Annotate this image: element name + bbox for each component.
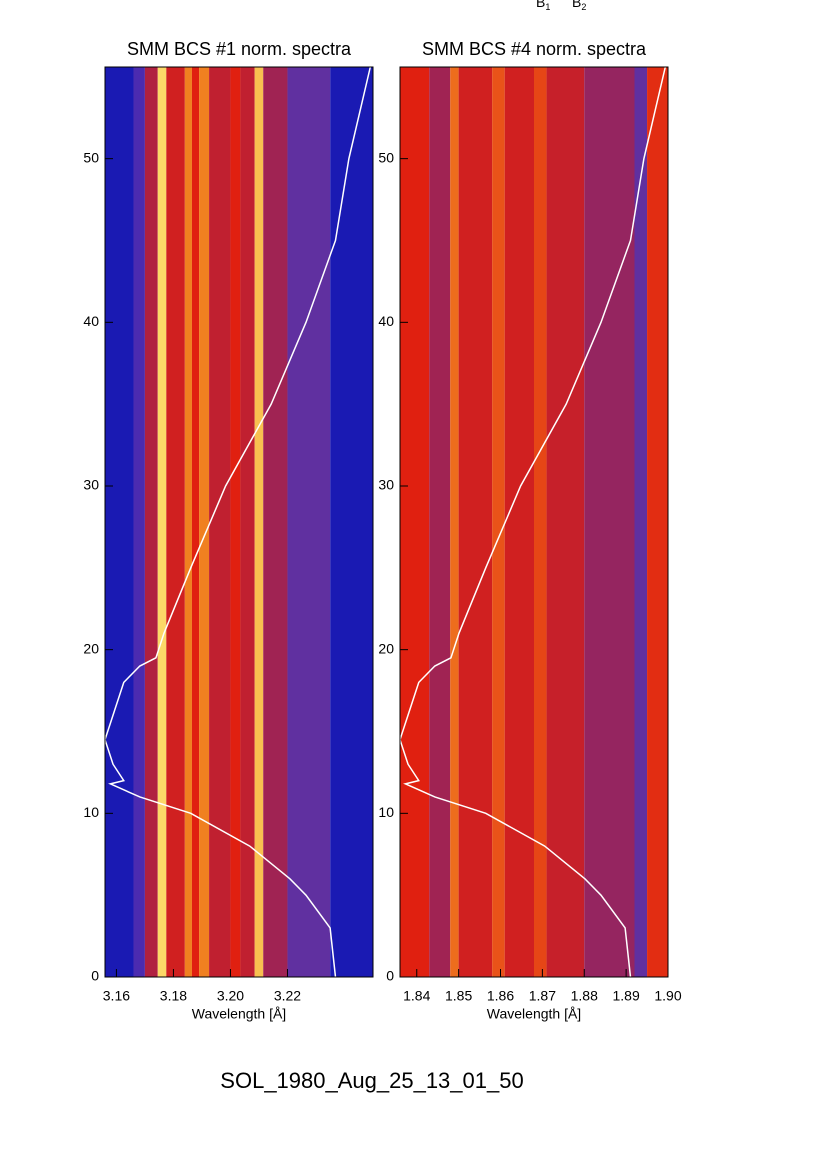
annotation: B2 [572,0,586,12]
x-tick-label: 1.87 [529,988,556,1004]
x-tick-label: 3.20 [217,988,244,1004]
light-curve [104,66,372,978]
annotation-sub: 1 [545,2,550,12]
heat-cell [429,67,451,977]
y-tick-label: 0 [91,968,99,984]
heat-cell [157,67,167,977]
y-tick-label: 0 [386,968,394,984]
light-curve [399,66,667,978]
x-tick-label: 3.22 [274,988,301,1004]
heat-cell [458,67,493,977]
y-tick-label: 50 [83,149,99,165]
annotation-sub: 2 [581,2,586,12]
heat-cell [254,67,264,977]
heat-cell [240,67,255,977]
heat-cell [184,67,192,977]
heat-cell [199,67,210,977]
heat-cell [450,67,459,977]
heat-cell [105,67,134,977]
heat-cell [144,67,158,977]
x-tick-label: 1.90 [654,988,681,1004]
y-tick-label: 20 [378,640,394,656]
annotation-text: B [536,0,545,10]
y-tick-label: 20 [83,640,99,656]
annotation: B1 [536,0,550,12]
heat-cell [209,67,231,977]
y-tick-label: 40 [83,313,99,329]
x-tick-label: 1.86 [487,988,514,1004]
x-tick-label: 1.85 [445,988,472,1004]
x-axis-label: Wavelength [Å] [192,1006,286,1022]
x-tick-label: 1.89 [613,988,640,1004]
heat-cell [647,67,668,977]
x-tick-label: 1.84 [403,988,430,1004]
panel-title: SMM BCS #4 norm. spectra [422,39,647,59]
panel-title: SMM BCS #1 norm. spectra [127,39,352,59]
y-tick-label: 10 [83,804,99,820]
heat-cell [634,67,648,977]
heat-cell [230,67,241,977]
y-tick-label: 30 [378,477,394,493]
y-tick-label: 50 [378,149,394,165]
heat-cell [191,67,200,977]
plot-frame [104,66,374,978]
y-tick-label: 40 [378,313,394,329]
heat-cell [492,67,505,977]
heat-cell [400,67,430,977]
heat-cell [287,67,331,977]
x-tick-label: 3.16 [103,988,130,1004]
x-tick-label: 3.18 [160,988,187,1004]
heat-cell [133,67,145,977]
y-tick-label: 30 [83,477,99,493]
footer: SOL_1980_Aug_25_13_01_50 [220,1068,523,1093]
y-tick-label: 10 [378,804,394,820]
heat-cell [263,67,288,977]
x-axis-label: Wavelength [Å] [487,1006,581,1022]
annotation-text: B [572,0,581,10]
heat-cell [546,67,585,977]
plot-frame [399,66,669,978]
heat-cell [166,67,185,977]
heat-cell [584,67,635,977]
x-tick-label: 1.88 [571,988,598,1004]
heat-cell [504,67,534,977]
heat-cell [534,67,547,977]
heat-cell [330,67,373,977]
